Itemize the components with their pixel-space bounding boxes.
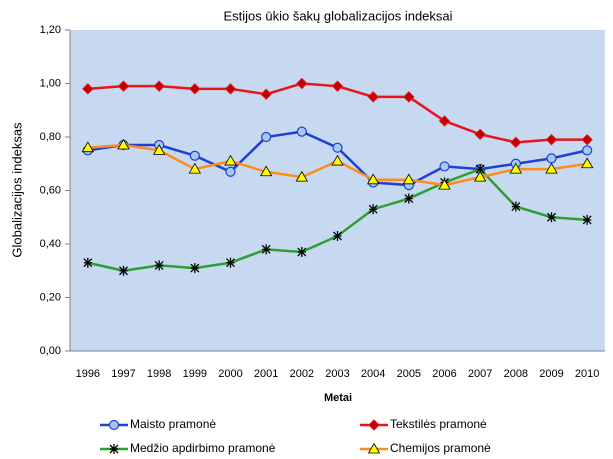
data-point [83, 257, 93, 268]
x-tick-label: 1998 [147, 368, 171, 380]
x-tick-label: 2002 [290, 368, 314, 380]
data-point [224, 154, 237, 166]
data-point [547, 212, 556, 223]
x-tick-label: 2006 [432, 368, 456, 380]
x-tick-label: 2009 [539, 368, 563, 380]
data-point [367, 91, 379, 103]
x-tick-label: 1999 [183, 368, 207, 380]
data-point [333, 230, 342, 241]
x-tick-label: 2008 [504, 368, 528, 380]
data-point [511, 201, 521, 212]
legend-label: Maisto pramonė [130, 417, 216, 431]
data-point [260, 88, 272, 100]
data-point [474, 128, 486, 141]
data-point [153, 80, 165, 92]
x-tick-label: 2001 [254, 368, 278, 380]
x-tick-label: 2003 [325, 368, 349, 380]
data-point [438, 115, 451, 127]
data-point [510, 136, 522, 149]
y-axis-label: Globalizacijos indeksas [9, 122, 24, 258]
data-point [119, 265, 128, 276]
data-point [154, 260, 164, 271]
data-point [188, 162, 202, 174]
x-tick-label: 2005 [397, 368, 421, 380]
legend-marker [109, 444, 119, 454]
chart-title: Estijos ūkio šakų globalizacijos indeksa… [223, 8, 452, 23]
data-point [117, 80, 130, 92]
y-tick-label: 0,80 [40, 131, 61, 143]
x-tick-label: 2004 [361, 368, 385, 380]
data-point [332, 142, 343, 153]
data-point [261, 244, 271, 255]
y-tick-label: 0,20 [40, 291, 61, 303]
data-point [580, 157, 594, 169]
y-tick-label: 0,60 [40, 184, 61, 196]
data-point [545, 133, 558, 146]
data-point [368, 204, 378, 215]
data-point [296, 126, 307, 137]
data-point [189, 150, 200, 161]
data-point [225, 166, 236, 177]
y-tick-label: 0,40 [40, 238, 61, 250]
x-tick-label: 1997 [111, 368, 135, 380]
data-point [189, 83, 201, 95]
x-tick-label: 2000 [218, 368, 242, 380]
y-tick-label: 0,00 [40, 345, 61, 357]
data-point [366, 173, 380, 185]
data-point [402, 173, 416, 185]
data-point [473, 170, 487, 182]
y-tick-label: 1,20 [40, 24, 61, 36]
data-point [582, 214, 592, 225]
data-point [297, 247, 307, 258]
data-point [152, 144, 166, 155]
legend-label: Chemijos pramonė [390, 441, 491, 455]
data-point [403, 91, 415, 103]
legend-label: Medžio apdirbimo pramonė [130, 441, 276, 455]
data-point [438, 178, 451, 190]
data-point [439, 161, 450, 172]
data-point [331, 80, 344, 92]
x-axis-label: Metai [324, 392, 352, 404]
legend-marker [108, 419, 120, 431]
legend-marker [368, 419, 380, 431]
data-point [117, 138, 130, 150]
data-point [82, 83, 94, 95]
data-point [295, 170, 309, 182]
data-point [224, 83, 237, 95]
x-tick-label: 1996 [76, 368, 100, 380]
data-point [581, 133, 593, 146]
data-point [404, 193, 414, 204]
data-point [226, 257, 235, 268]
data-point [261, 131, 272, 143]
plot-area [70, 30, 605, 351]
data-point [475, 164, 485, 175]
data-point [545, 162, 558, 174]
data-point [582, 145, 593, 156]
x-tick-label: 2010 [575, 368, 599, 380]
legend-marker [367, 442, 381, 454]
data-point [190, 263, 200, 274]
data-point [259, 165, 273, 177]
data-point [509, 162, 523, 174]
data-point [546, 153, 557, 164]
legend-label: Tekstilės pramonė [390, 417, 487, 431]
data-point [296, 77, 308, 90]
data-point [81, 141, 95, 153]
data-point [331, 154, 344, 166]
y-tick-label: 1,00 [40, 77, 61, 89]
x-tick-label: 2007 [468, 368, 492, 380]
